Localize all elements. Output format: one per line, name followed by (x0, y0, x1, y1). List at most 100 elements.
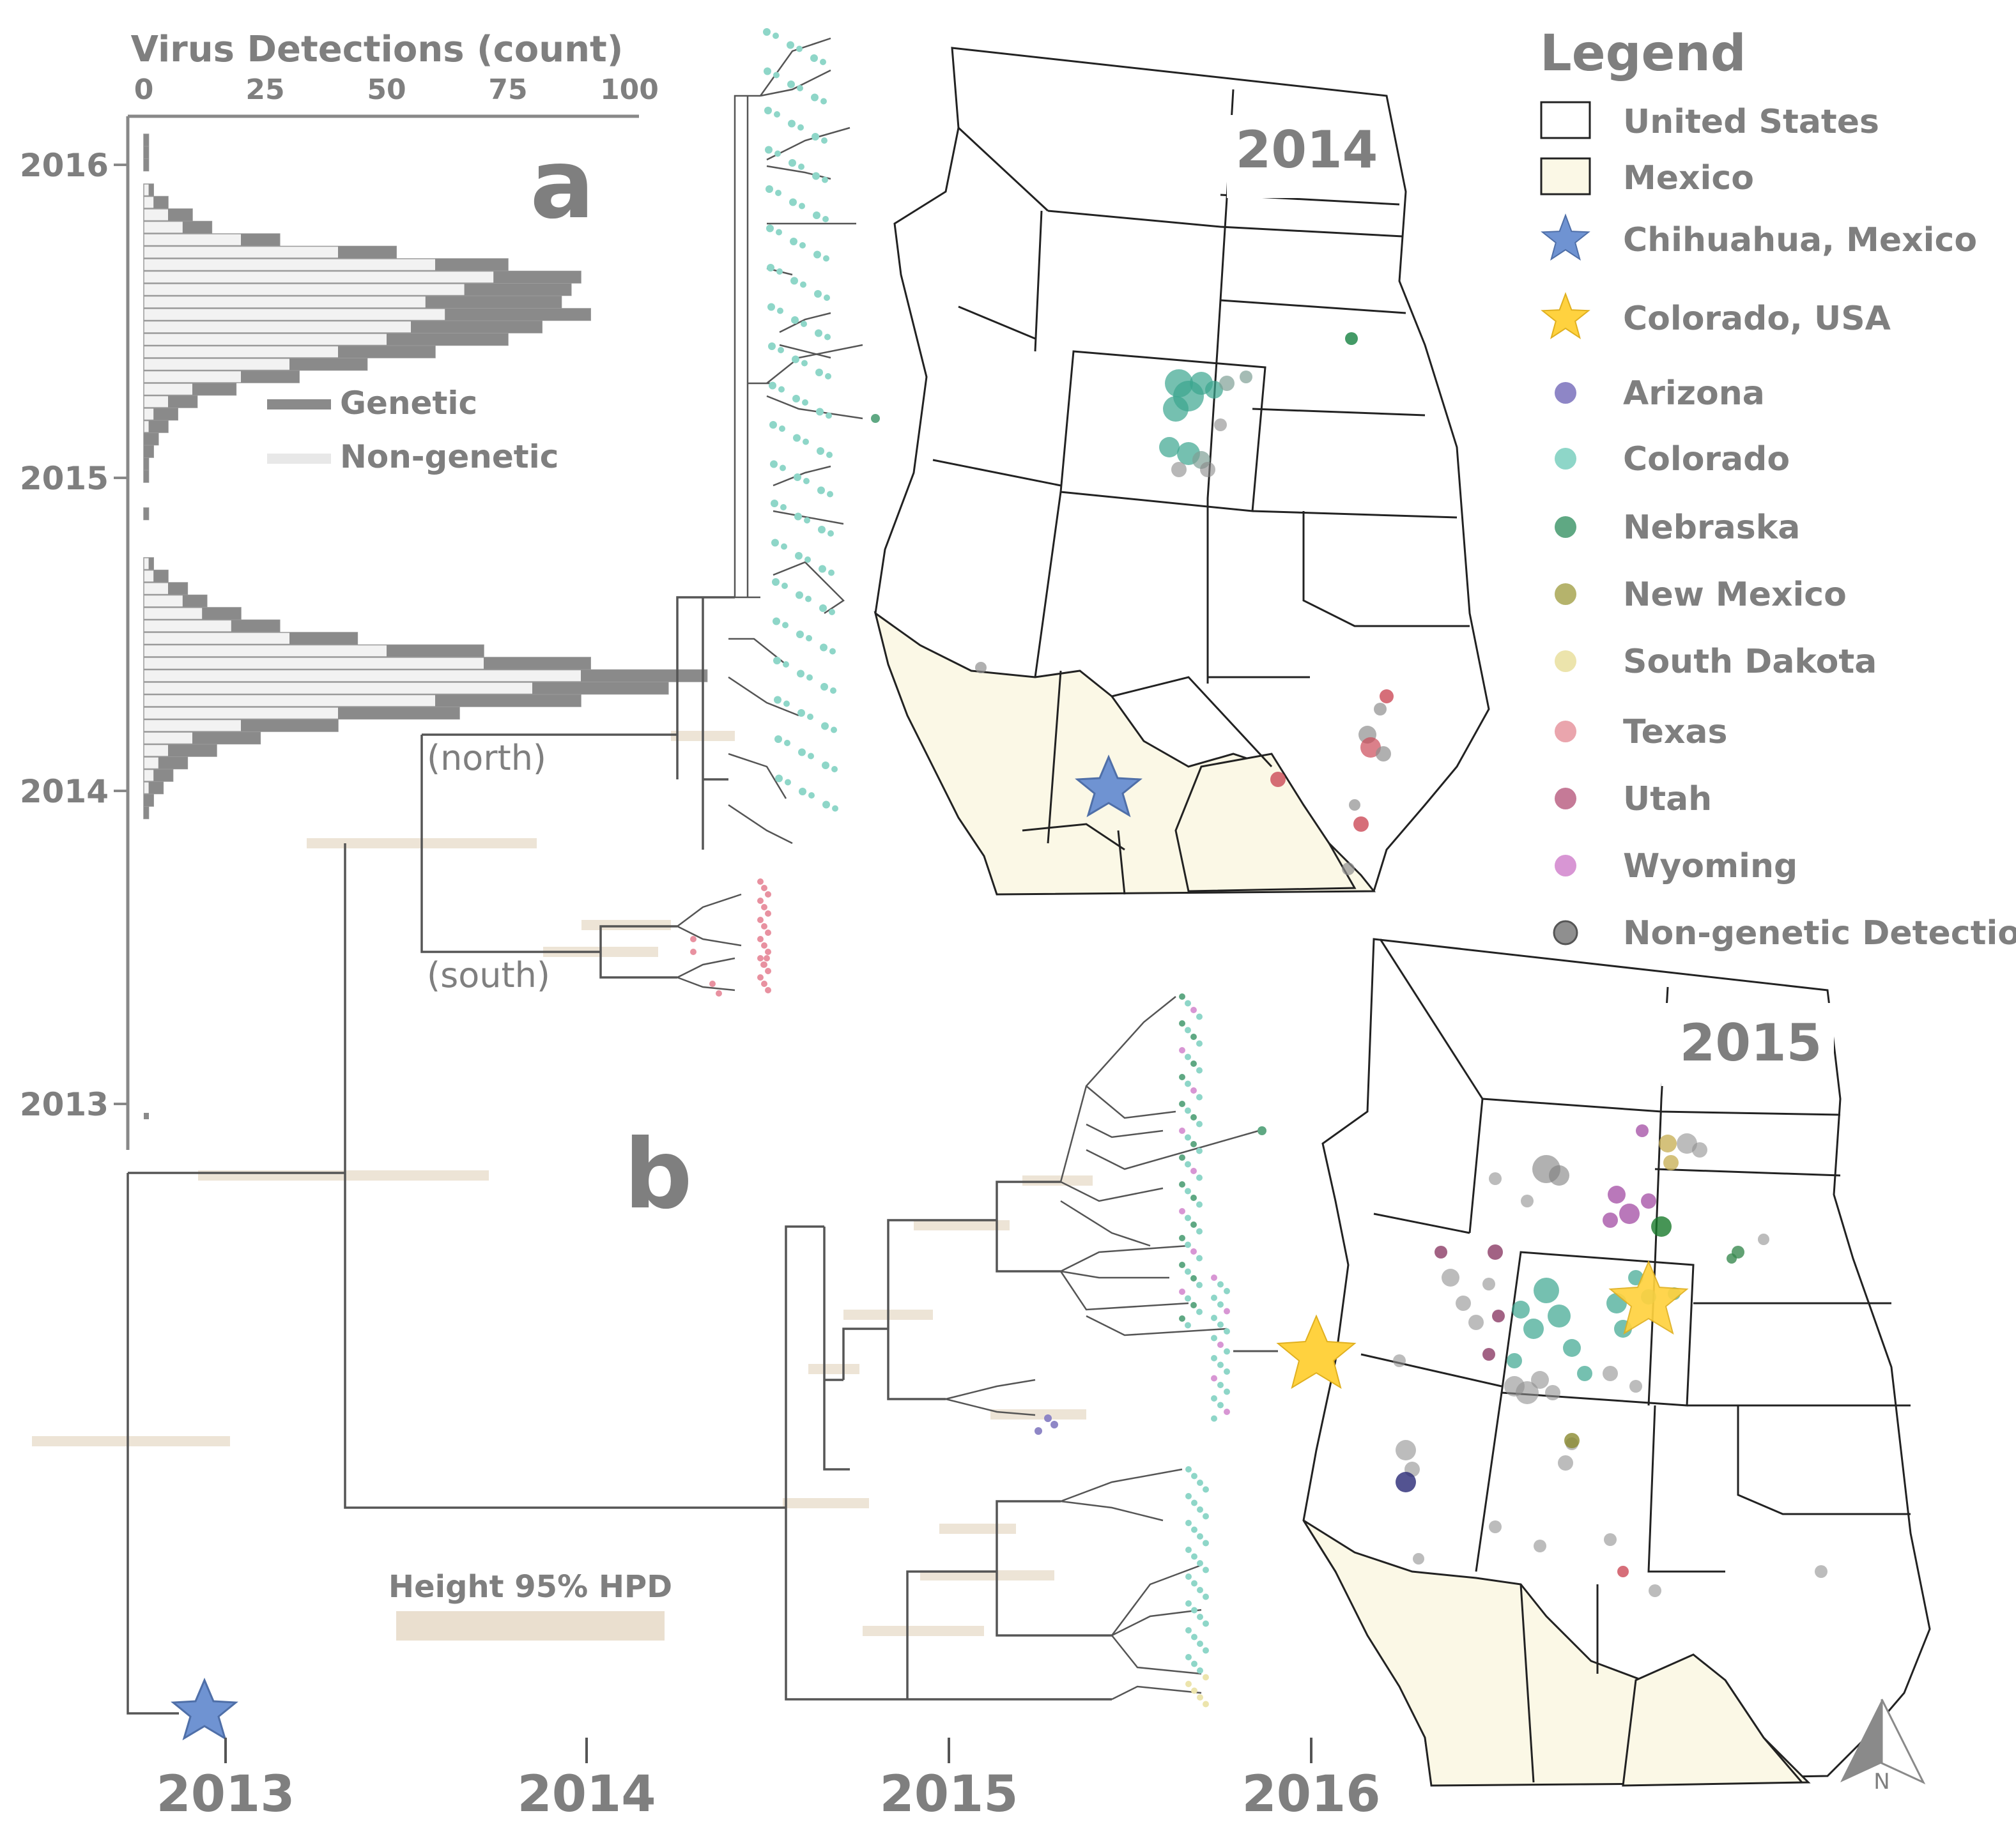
map-2015-mexico-east (1622, 1653, 1804, 1787)
tip-dot (765, 146, 773, 154)
tip-dot (771, 500, 778, 507)
tip-dot (790, 277, 798, 285)
tip-dot (784, 740, 790, 746)
tip-dot (820, 98, 827, 105)
tip-dot (822, 800, 830, 809)
histogram-bar-genetic (153, 196, 168, 208)
legend-swatch-dot (1555, 583, 1576, 605)
tip-dot (1185, 1547, 1192, 1553)
legend-item-label: Non-genetic Detection (1623, 914, 2016, 953)
tree-tips-north (763, 28, 880, 812)
tree-south-subtree (677, 893, 742, 991)
tip-dot (765, 910, 771, 917)
tip-dot (1185, 1681, 1192, 1687)
map-2015-year-box (1661, 1003, 1834, 1086)
tip-dot (791, 316, 799, 324)
tip-dot (810, 54, 818, 62)
tip-dot (761, 981, 767, 987)
tip-dot (1211, 1395, 1217, 1402)
tip-dot (1196, 1067, 1203, 1074)
tip-dot (1224, 1388, 1230, 1395)
tip-dot (1191, 1553, 1197, 1560)
tip-dot (799, 242, 806, 249)
tip-dot (766, 224, 774, 233)
histogram-bar-genetic (144, 134, 149, 146)
histogram-year-ticks: 2016 2015 2014 2013 (20, 147, 128, 1123)
histogram-bar-genetic (202, 608, 241, 620)
tip-dot (792, 395, 800, 402)
tip-dot (1190, 1034, 1197, 1040)
legend-item-label: New Mexico (1623, 576, 1847, 614)
histogram-bar-genetic (168, 744, 217, 756)
tip-dot (767, 303, 775, 311)
tip-dot (773, 617, 780, 625)
tip-dot (1196, 1308, 1203, 1315)
legend-item-label: Mexico (1623, 159, 1754, 197)
tip-dot (772, 578, 780, 586)
tip-dot (824, 333, 831, 341)
tip-dot (1185, 1520, 1192, 1526)
tip-dot (1185, 1466, 1192, 1473)
tip-dot (797, 85, 803, 91)
tip-dot (801, 360, 808, 367)
tip-dot (796, 631, 804, 638)
tip-dot (764, 107, 772, 114)
tip-dot (832, 805, 838, 812)
tip-dot (764, 67, 771, 75)
tip-dot (1197, 1587, 1203, 1593)
legend-swatch-dot (1555, 650, 1576, 672)
tip-dot (1185, 1027, 1191, 1034)
tip-dot (1224, 1409, 1230, 1415)
tip-dot (774, 150, 781, 157)
tip-dot (1196, 1228, 1203, 1235)
tip-dot (765, 987, 771, 993)
tip-dot (757, 878, 764, 885)
histogram-year-label: 2015 (20, 460, 109, 497)
histogram-legend: Genetic Non-genetic (267, 385, 558, 475)
tip-dot (807, 714, 813, 720)
tip-dot (1185, 1573, 1192, 1580)
tip-dot (760, 961, 767, 968)
tip-dot (821, 137, 827, 144)
tip-dot (1179, 1128, 1185, 1134)
legend-swatch-box (1540, 101, 1591, 139)
tip-dot (1179, 1101, 1185, 1107)
tip-dot (805, 595, 812, 602)
tip-dot (1185, 1053, 1191, 1060)
tip-dot (796, 45, 803, 52)
tip-dot (813, 250, 821, 259)
histogram-bar-genetic (153, 570, 168, 582)
tip-dot (1217, 1361, 1224, 1368)
tip-dot (1191, 1687, 1197, 1694)
tip-dot (1190, 1275, 1197, 1282)
tip-dot (1179, 1289, 1185, 1295)
histogram-bar-genetic (425, 296, 562, 308)
histogram-bar-genetic (387, 333, 508, 346)
tip-dot (775, 190, 781, 196)
tip-dot (831, 766, 838, 772)
tip-dot (1185, 1080, 1191, 1087)
tip-dot (1191, 1473, 1197, 1480)
tip-dot (1197, 1694, 1203, 1701)
tip-dot (1197, 1533, 1203, 1540)
histogram-x-tick-label: 100 (600, 73, 659, 106)
tip-dot (776, 229, 782, 236)
map-2014-year-box (1227, 115, 1387, 198)
tip-dot (781, 583, 788, 589)
map-2014-year-label: 2014 (1236, 120, 1378, 180)
tip-dot (798, 748, 806, 756)
tip-dot (829, 609, 835, 615)
tip-dot (1196, 1013, 1203, 1020)
time-axis-label: 2015 (879, 1766, 1018, 1823)
histogram-bar-genetic (144, 807, 149, 819)
tip-dot (806, 635, 812, 641)
tip-dot (1185, 1268, 1191, 1275)
histogram-bar-genetic (158, 757, 188, 769)
tip-dot (1203, 1701, 1209, 1708)
histogram-bar-genetic (144, 159, 149, 171)
tip-dot (1179, 1181, 1185, 1188)
tip-dot (1179, 1020, 1185, 1027)
tip-dot (1185, 1295, 1191, 1302)
tip-dot (761, 923, 767, 930)
